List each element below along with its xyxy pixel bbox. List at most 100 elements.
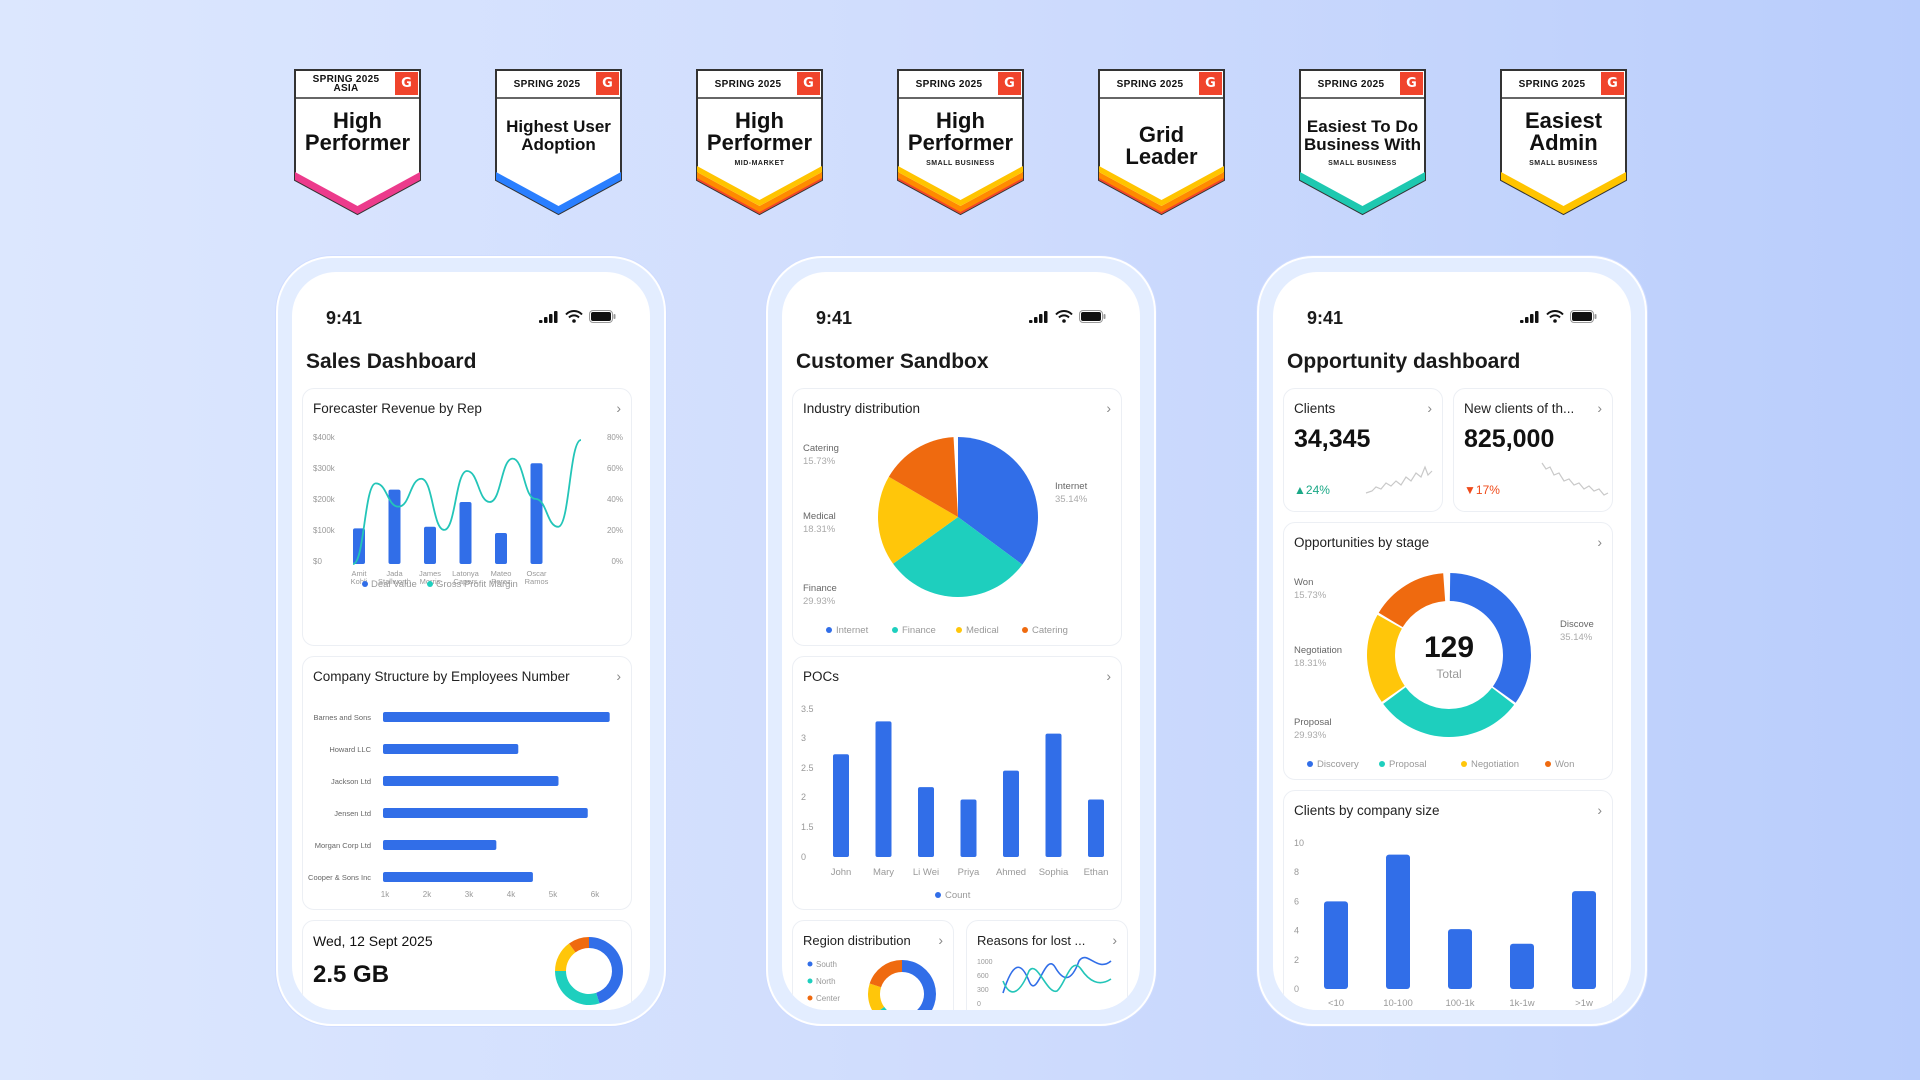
badge-season: SPRING 2025 — [915, 78, 983, 90]
x-tick-label: Jada Stallworth — [378, 569, 411, 586]
badge-subtitle: SMALL BUSINESS — [926, 160, 995, 167]
employee-bar — [383, 808, 588, 818]
badge-subtitle: MID-MARKET — [734, 160, 785, 167]
newclients-card[interactable]: New clients of th... › 825,000 ▼17% — [1453, 388, 1613, 512]
battery-icon — [1570, 310, 1597, 323]
size-bar — [1448, 929, 1472, 989]
signal-icon — [1520, 310, 1539, 323]
storage-segment — [555, 943, 576, 971]
slice-value: 29.93% — [803, 596, 836, 607]
clients-card[interactable]: Clients › 34,345 ▲24% — [1283, 388, 1443, 512]
storage-donut — [555, 937, 623, 1005]
sparkline — [1365, 465, 1433, 494]
industry-pie-chart: Internet 35.14% Finance 29.93% Medical 18.31%… — [803, 437, 1088, 636]
pocs-chart: 3.5 3 2.5 2 1.5 0 John Mary Li Wei Priya Ahmed Soph… — [801, 704, 1109, 901]
legend-label: North — [816, 977, 836, 986]
legend-dot — [935, 892, 941, 898]
chevron-right-icon[interactable]: › — [1106, 400, 1111, 416]
industry-card[interactable]: Industry distribution › Internet 35.14% Fi… — [792, 388, 1122, 646]
poc-bar — [1045, 733, 1062, 857]
lost-card[interactable]: Reasons for lost ... › 1000 600 300 0 — [966, 920, 1128, 1010]
status-time: 9:41 — [326, 308, 363, 328]
newclients-sparkline — [1541, 462, 1609, 496]
x-tick-label: 2k — [423, 890, 432, 899]
clients-change: ▲24% — [1294, 483, 1330, 497]
g2-badge: SPRING 2025 G Grid Leader — [1097, 68, 1226, 218]
chevron-right-icon[interactable]: › — [1106, 668, 1111, 684]
badge-season: SPRING 2025 — [1317, 78, 1385, 90]
stage-segment — [1383, 687, 1515, 737]
margin-line — [352, 439, 582, 565]
y-tick-label: 2 — [801, 792, 806, 802]
legend-dot — [1545, 761, 1551, 767]
x-tick-label: Priya — [958, 867, 980, 878]
status-icons — [539, 310, 616, 323]
storage-date: Wed, 12 Sept 2025 — [313, 933, 433, 949]
y-tick-label: $200k — [313, 495, 336, 504]
badge-season: SPRING 2025 — [1518, 78, 1586, 90]
g2-logo-icon: G — [1601, 72, 1624, 95]
storage-segment — [569, 937, 589, 953]
chevron-right-icon[interactable]: › — [1427, 400, 1432, 416]
storage-card[interactable]: Wed, 12 Sept 2025 2.5 GB — [302, 920, 632, 1010]
poc-bar — [833, 754, 849, 857]
chevron-right-icon[interactable]: › — [616, 400, 621, 416]
size-card[interactable]: Clients by company size › 10 8 6 4 2 0 <10 10-1… — [1283, 790, 1613, 1010]
stage-segment — [1449, 573, 1531, 703]
badge-title: High Performer — [706, 108, 813, 155]
slice-value: 18.31% — [1294, 658, 1327, 669]
chevron-right-icon[interactable]: › — [616, 668, 621, 684]
sparkline — [1541, 462, 1609, 496]
legend-dot — [807, 978, 813, 984]
legend-label: Catering — [1032, 625, 1068, 636]
badge-title: Grid Leader — [1125, 122, 1198, 169]
y-tick-label: 0 — [977, 1001, 981, 1008]
legend-dot — [826, 627, 832, 633]
legend-dot — [1461, 761, 1467, 767]
slice-label: Internet — [1055, 481, 1088, 492]
g2-logo-icon: G — [1199, 72, 1222, 95]
chevron-right-icon[interactable]: › — [1597, 534, 1602, 550]
badge-title: Highest User Adoption — [506, 117, 611, 154]
screen-sandbox: 9:41 Customer Sandbox Industry distribut… — [782, 272, 1140, 1010]
g2-logo-icon: G — [998, 72, 1021, 95]
x-tick-label: Ethan — [1084, 867, 1109, 878]
slice-value: 18.31% — [803, 524, 836, 535]
slice-label: Won — [1294, 577, 1313, 588]
pocs-title: POCs — [803, 669, 840, 684]
y-tick-label: 3.5 — [801, 704, 814, 714]
chevron-right-icon[interactable]: › — [938, 932, 943, 948]
y-tick-label: 8 — [1294, 867, 1299, 877]
chevron-right-icon[interactable]: › — [1597, 802, 1602, 818]
legend-label: Count — [945, 890, 971, 901]
size-bar — [1324, 901, 1348, 989]
y-tick-label: 2 — [1294, 955, 1299, 965]
chevron-right-icon[interactable]: › — [1597, 400, 1602, 416]
region-title: Region distribution — [803, 933, 911, 948]
lost-line — [1002, 964, 1112, 993]
deal-bar — [459, 502, 472, 564]
y2-tick-label: 20% — [607, 526, 623, 535]
storage-segment — [555, 971, 600, 1005]
company-card[interactable]: Company Structure by Employees Number › … — [302, 656, 632, 910]
forecast-card[interactable]: Forecaster Revenue by Rep › $400k $300k $2… — [302, 388, 632, 646]
slice-value: 35.14% — [1560, 632, 1593, 643]
x-tick-label: Amit Kohli — [351, 569, 368, 586]
y-tick-label: 6 — [1294, 896, 1299, 906]
y-tick-label: 3 — [801, 733, 806, 743]
lost-title: Reasons for lost ... — [977, 933, 1086, 948]
region-card[interactable]: Region distribution › South North Center — [792, 920, 954, 1010]
legend-dot — [362, 581, 368, 587]
region-segment — [902, 960, 936, 1010]
wifi-icon — [1546, 310, 1564, 323]
slice-value: 15.73% — [803, 456, 836, 467]
legend-label: Medical — [966, 625, 999, 636]
pie-slice — [878, 476, 958, 564]
legend-dot — [1307, 761, 1313, 767]
employee-bar — [383, 872, 533, 882]
size-title: Clients by company size — [1294, 803, 1440, 818]
y2-tick-label: 80% — [607, 433, 623, 442]
stage-card[interactable]: Opportunities by stage › Discove 35.14% Pr… — [1283, 522, 1613, 780]
chevron-right-icon[interactable]: › — [1112, 932, 1117, 948]
pocs-card[interactable]: POCs › 3.5 3 2.5 2 1.5 0 John Mary Li Wei Priya Ah… — [792, 656, 1122, 910]
